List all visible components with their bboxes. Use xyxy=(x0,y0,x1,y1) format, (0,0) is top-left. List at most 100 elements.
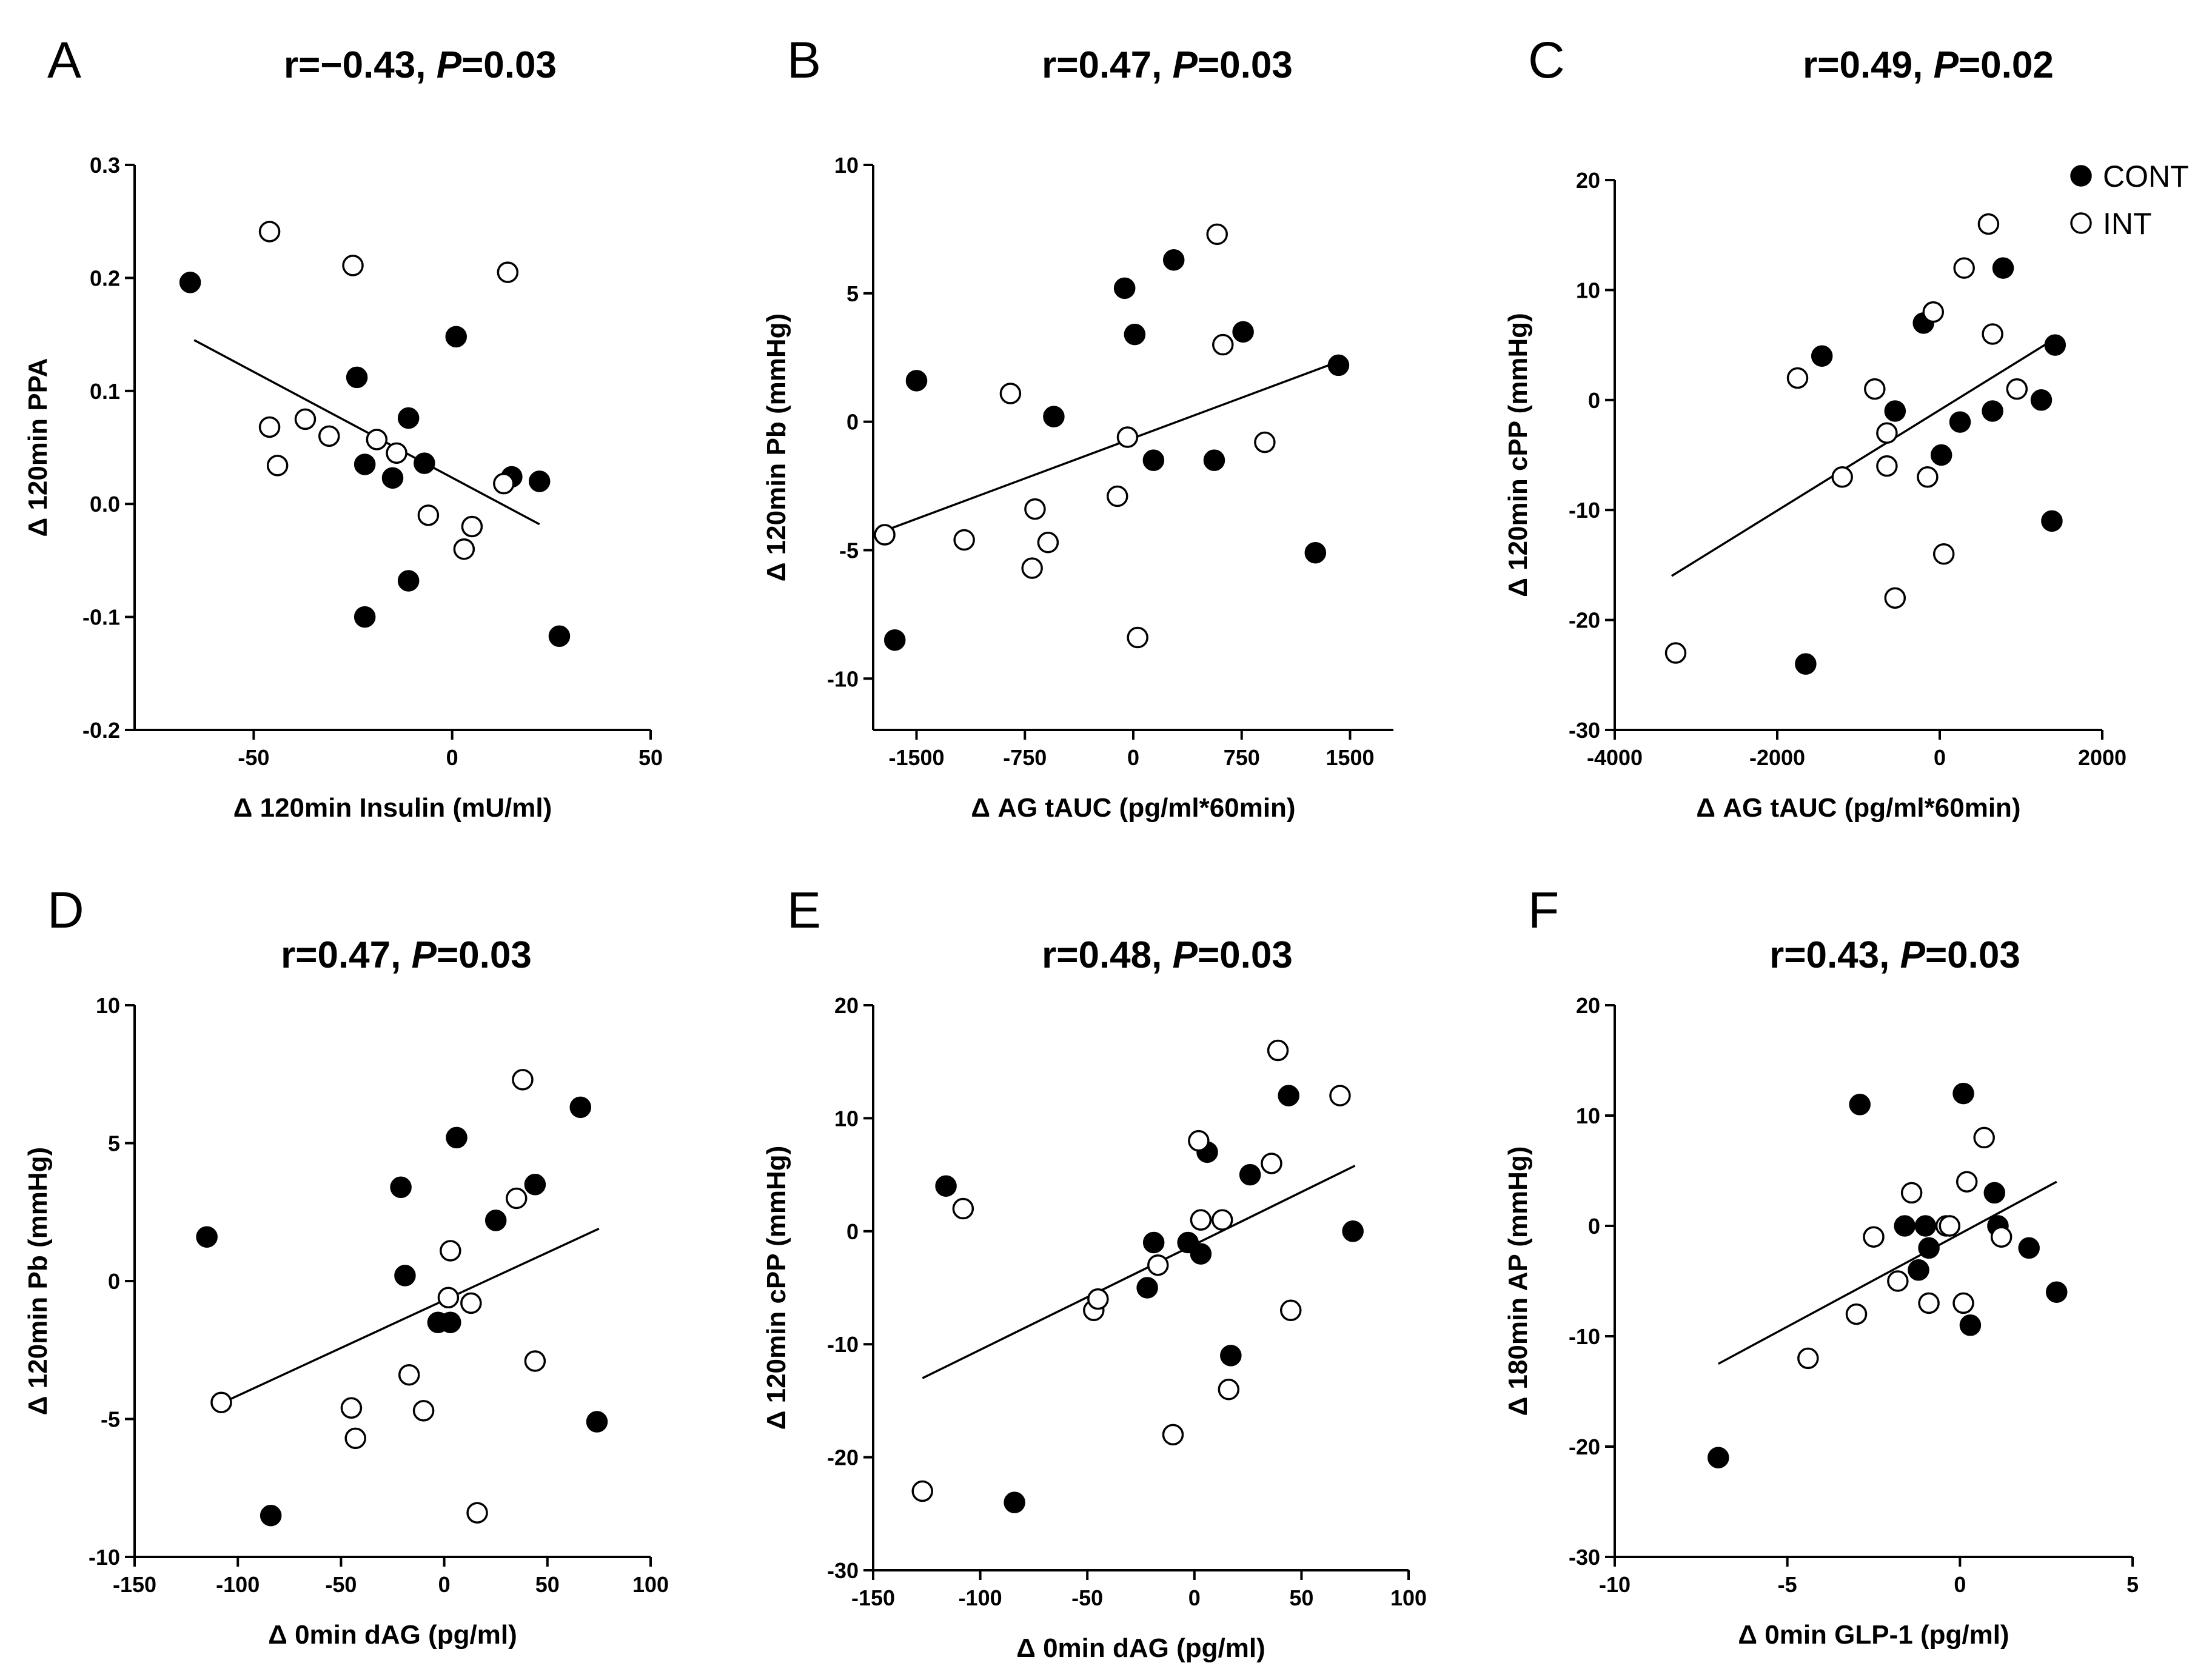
chart-title-prefix: r=0.47, xyxy=(1042,44,1172,86)
cont-point xyxy=(1983,1182,2006,1204)
int-point xyxy=(1977,213,2000,235)
y-tick-label: 20 xyxy=(1576,168,1600,193)
cont-point xyxy=(548,625,571,648)
int-point xyxy=(1267,1039,1289,1062)
cont-point xyxy=(397,407,420,429)
cont-point xyxy=(1278,1085,1299,1106)
legend: CONT INT xyxy=(2070,159,2189,241)
y-axis-label: Δ 120min Pb (mmHg) xyxy=(23,1147,53,1415)
int-point xyxy=(1329,1085,1351,1106)
chart-title-suffix: =0.03 xyxy=(1198,934,1293,976)
cont-point xyxy=(484,1210,507,1231)
int-point xyxy=(999,383,1022,404)
int-point xyxy=(318,425,340,447)
cont-point xyxy=(1327,354,1350,376)
y-axis-label: Δ 120min cPP (mmHg) xyxy=(1503,313,1533,597)
cont-point xyxy=(1113,277,1136,300)
int-point xyxy=(1218,1379,1240,1401)
cont-point xyxy=(414,452,435,474)
chart-title-suffix: =0.03 xyxy=(461,44,557,86)
chart-title-suffix: =0.02 xyxy=(1959,44,2054,86)
x-tick-label: -5 xyxy=(1778,1572,1797,1597)
chart-title: r=0.49, P=0.02 xyxy=(1803,44,2054,86)
x-tick-label: 2000 xyxy=(2078,745,2127,770)
int-point xyxy=(1917,466,1939,488)
cont-point xyxy=(528,470,551,492)
chart-title-p: P xyxy=(1900,934,1926,976)
y-axis-label: Δ 120min cPP (mmHg) xyxy=(762,1146,791,1430)
int-point xyxy=(497,261,519,283)
chart-title-p: P xyxy=(437,44,462,86)
cont-point xyxy=(1811,345,1833,367)
y-tick-label: 0.1 xyxy=(90,379,120,404)
x-tick-label: -100 xyxy=(959,1585,1002,1610)
cont-point xyxy=(1914,1215,1937,1237)
int-point xyxy=(1831,466,1853,488)
chart-title-suffix: =0.03 xyxy=(437,934,532,976)
int-point xyxy=(1188,1129,1210,1152)
int-point xyxy=(952,1197,974,1220)
int-point xyxy=(1211,1209,1233,1231)
y-tick-label: 5 xyxy=(108,1131,120,1156)
cont-point xyxy=(1004,1491,1025,1513)
cont-point xyxy=(1795,653,1817,675)
y-tick-label: -30 xyxy=(1569,718,1600,743)
cont-point xyxy=(446,1126,468,1149)
cont-point xyxy=(1959,1314,1982,1336)
y-tick-label: 10 xyxy=(96,993,120,1018)
y-tick-label: -10 xyxy=(1569,1324,1600,1349)
int-point xyxy=(524,1350,546,1372)
int-point xyxy=(266,455,289,477)
int-point xyxy=(1261,1153,1282,1174)
cont-point xyxy=(1342,1220,1364,1242)
int-point xyxy=(1864,378,1886,400)
int-point xyxy=(1206,223,1228,246)
int-point xyxy=(2006,378,2028,400)
chart-panel-d: Dr=0.47, P=0.03-150 -100 -50 0 50 100-10-5051… xyxy=(23,882,669,1650)
y-tick-label: -10 xyxy=(827,666,859,691)
int-point xyxy=(412,1400,435,1422)
y-tick-label: -5 xyxy=(839,538,859,563)
x-tick-label: -150 xyxy=(851,1585,895,1610)
x-tick-label: -50 xyxy=(1071,1585,1103,1610)
x-tick-label: 0 xyxy=(1127,745,1139,770)
x-axis-label: Δ 0min dAG (pg/ml) xyxy=(268,1620,517,1650)
int-point xyxy=(1876,455,1898,477)
y-tick-label: 0 xyxy=(846,1219,859,1244)
cont-point xyxy=(884,629,906,651)
panel-letter: D xyxy=(47,882,84,939)
chart-title: r=0.47, P=0.03 xyxy=(1042,44,1293,86)
cont-point xyxy=(445,326,467,348)
chart-title-suffix: =0.03 xyxy=(1925,934,2020,976)
cont-point xyxy=(935,1175,957,1197)
int-point xyxy=(911,1480,933,1502)
cont-point xyxy=(1918,1237,1940,1259)
x-tick-label: 0 xyxy=(446,745,458,770)
y-tick-label: 0.0 xyxy=(90,492,120,517)
cont-point xyxy=(354,606,376,628)
int-point xyxy=(1279,1299,1302,1322)
x-axis-label: Δ AG tAUC (pg/ml*60min) xyxy=(971,793,1295,823)
cont-point xyxy=(397,570,420,592)
legend-marker-cont xyxy=(2070,165,2092,187)
cont-point xyxy=(1849,1094,1871,1116)
int-point xyxy=(461,515,483,538)
x-axis-label: Δ 120min Insulin (mU/ml) xyxy=(233,793,552,823)
x-tick-label: 5 xyxy=(2127,1572,2139,1597)
cont-point xyxy=(1162,249,1185,271)
y-tick-label: -10 xyxy=(89,1545,120,1570)
y-tick-label: -0.1 xyxy=(82,605,120,630)
cont-point xyxy=(2030,389,2053,411)
cont-point xyxy=(440,1311,461,1333)
y-tick-label: -20 xyxy=(1569,608,1600,633)
chart-title: r=0.48, P=0.03 xyxy=(1042,934,1293,976)
int-point xyxy=(1037,531,1059,554)
cont-point xyxy=(1043,406,1065,427)
int-point xyxy=(1212,333,1234,356)
int-point xyxy=(398,1364,420,1386)
regression-line xyxy=(922,1165,1356,1379)
int-point xyxy=(1116,426,1139,448)
regression-line xyxy=(1717,1180,2057,1365)
